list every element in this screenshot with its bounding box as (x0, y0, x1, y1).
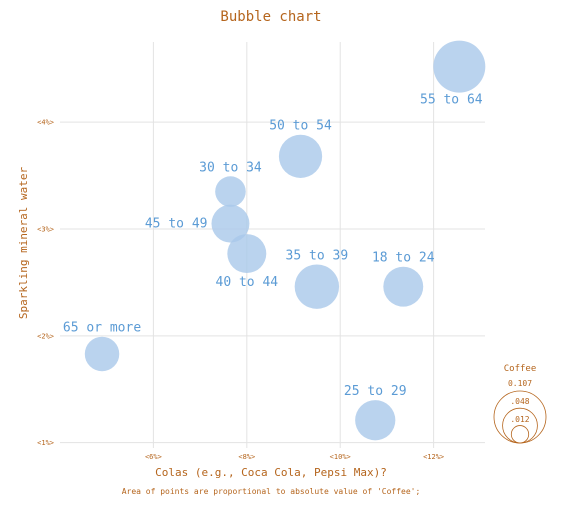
point-label: 65 or more (63, 321, 141, 336)
bubble (355, 400, 396, 441)
y-axis-label: Sparkling mineral water (17, 166, 30, 319)
bubble (227, 234, 267, 274)
bubble (215, 176, 246, 207)
bubble (294, 264, 340, 309)
y-tick-labels: <1%> <2%> <3%> <4%> (37, 119, 54, 448)
point-label: 35 to 39 (286, 248, 349, 263)
y-tick-label: <4%> (37, 119, 54, 127)
point-label: 45 to 49 (145, 217, 208, 232)
size-legend: Coffee 0.107 .048 .012 (493, 364, 547, 444)
point-label: 18 to 24 (372, 251, 435, 266)
point-label: 55 to 64 (420, 93, 483, 108)
point-label: 50 to 54 (269, 119, 332, 134)
chart-title: Bubble chart (220, 9, 321, 25)
chart-caption: Area of points are proportional to absol… (122, 487, 421, 496)
y-tick-label: <1%> (37, 439, 54, 447)
bubble (278, 134, 323, 178)
x-tick-label: <6%> (145, 453, 162, 461)
size-legend-title: Coffee (504, 364, 537, 374)
grid-lines (60, 42, 485, 448)
y-tick-label: <2%> (37, 332, 54, 340)
point-label: 25 to 29 (344, 384, 407, 399)
bubble (383, 266, 424, 307)
bubbles (84, 40, 486, 441)
x-tick-labels: <6%> <8%> <10%> <12%> (145, 453, 444, 461)
x-axis-label: Colas (e.g., Coca Cola, Pepsi Max)? (155, 466, 387, 479)
x-tick-label: <8%> (238, 453, 255, 461)
x-tick-label: <12%> (423, 453, 444, 461)
size-legend-circles: 0.107 .048 .012 (493, 379, 547, 444)
point-label: 40 to 44 (216, 275, 279, 290)
y-tick-label: <3%> (37, 225, 54, 233)
point-labels: 55 to 64 50 to 54 30 to 34 45 to 49 40 to 44… (63, 93, 483, 400)
size-legend-label: .048 (510, 397, 529, 406)
size-legend-label: 0.107 (508, 379, 532, 388)
x-tick-label: <10%> (330, 453, 351, 461)
point-label: 30 to 34 (199, 160, 262, 175)
bubble (84, 336, 120, 372)
size-legend-label: .012 (510, 415, 529, 424)
size-legend-circle (510, 425, 530, 444)
bubble (211, 204, 250, 243)
bubble (433, 40, 486, 93)
